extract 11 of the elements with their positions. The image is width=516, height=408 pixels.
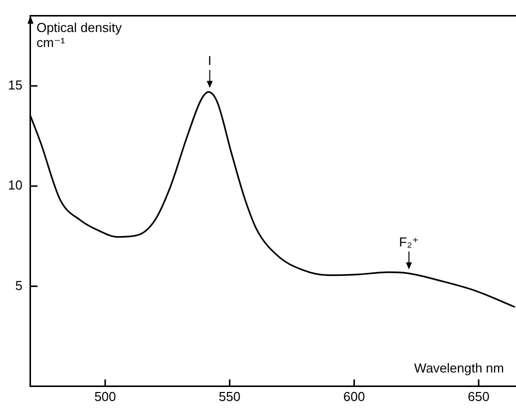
- x-tick-label: 550: [218, 388, 241, 404]
- x-tick-label: 600: [343, 388, 366, 404]
- y-axis-title: Optical density cm⁻¹: [36, 20, 122, 50]
- y-tick-label: 15: [8, 77, 22, 92]
- annotation: F₂⁺: [399, 234, 419, 250]
- x-tick-label: 650: [468, 388, 490, 404]
- x-axis-title: Wavelength nm: [414, 360, 504, 376]
- annotation: I: [208, 52, 212, 68]
- y-tick-label: 5: [15, 278, 22, 293]
- x-tick-label: 500: [94, 388, 116, 404]
- y-tick-label: 10: [8, 178, 22, 193]
